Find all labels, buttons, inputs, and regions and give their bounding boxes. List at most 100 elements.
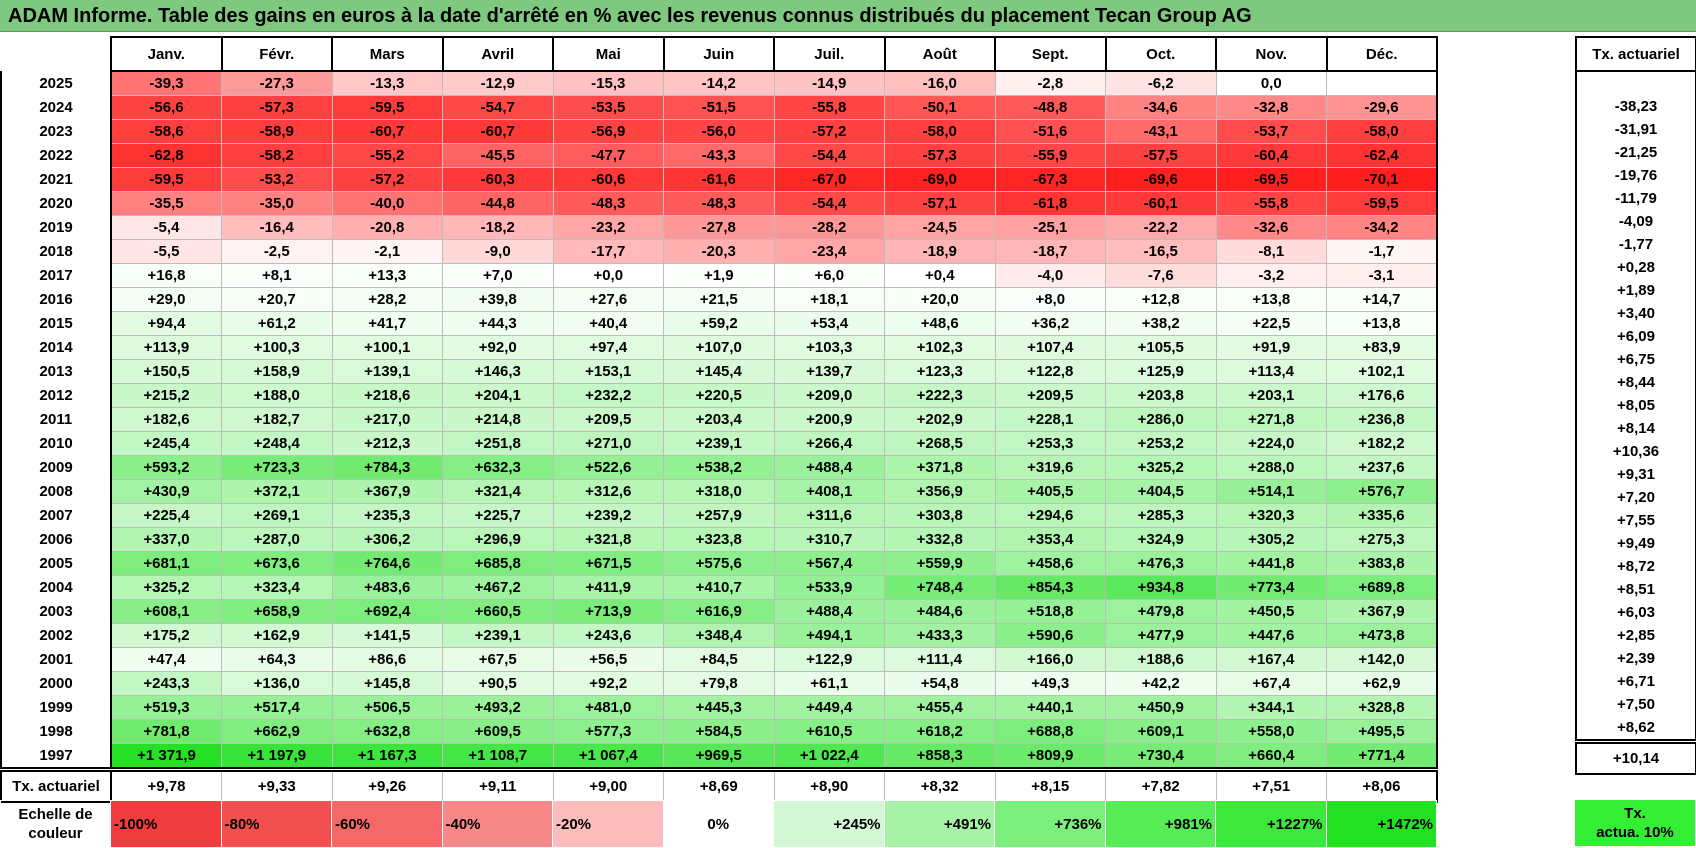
gain-cell: -53,2	[221, 167, 333, 192]
table-row: 1998 +781,8 +662,9 +632,8 +609,5 +577,3 +584,5…	[0, 719, 1438, 744]
gain-cell: +243,6	[552, 623, 664, 648]
gain-cell: +209,5	[994, 383, 1106, 408]
gain-cell: -50,1	[884, 95, 996, 120]
color-scale-label: Echelle de couleur	[0, 800, 111, 848]
gain-cell: +306,2	[331, 527, 443, 552]
gain-cell: -5,4	[110, 215, 222, 240]
gain-cell: +0,0	[552, 263, 664, 288]
rate-cell: +6,71	[1575, 670, 1696, 693]
gain-cell: +854,3	[994, 575, 1106, 600]
month-header-8: Sept.	[994, 36, 1107, 72]
month-header-9: Oct.	[1104, 36, 1217, 72]
gain-cell: +266,4	[773, 431, 885, 456]
gain-cell: +53,4	[773, 311, 885, 336]
rate-row: +0,28	[1575, 256, 1696, 279]
table-row: 2019 -5,4 -16,4 -20,8 -18,2 -23,2 -27,8 -28,2 -2…	[0, 215, 1438, 240]
gain-cell: -27,8	[663, 215, 775, 240]
gain-cell: +268,5	[884, 431, 996, 456]
gain-cell: +371,8	[884, 455, 996, 480]
gain-cell: +616,9	[663, 599, 775, 624]
year-label: 2004	[0, 575, 112, 600]
gain-cell: 0,0	[1215, 70, 1327, 96]
rate-row: -1,77	[1575, 233, 1696, 256]
gain-cell: +673,6	[221, 551, 333, 576]
gain-cell: +225,4	[110, 503, 222, 528]
gain-cell: +337,0	[110, 527, 222, 552]
gain-cell: +39,8	[442, 287, 554, 312]
table-row: 1999 +519,3 +517,4 +506,5 +493,2 +481,0 +445,3…	[0, 695, 1438, 720]
gain-cell: +79,8	[663, 671, 775, 696]
gain-cell: +214,8	[442, 407, 554, 432]
year-label: 2020	[0, 191, 112, 216]
gain-cell: +61,1	[773, 671, 885, 696]
gain-cell: +1,9	[663, 263, 775, 288]
gain-cell: +113,9	[110, 335, 222, 360]
gain-cell: -53,5	[552, 95, 664, 120]
table-row: 2014 +113,9 +100,3 +100,1 +92,0 +97,4 +107,0 +1…	[0, 335, 1438, 360]
gain-cell: +243,3	[110, 671, 222, 696]
rate-row: +8,44	[1575, 371, 1696, 394]
rate-cell: -11,79	[1575, 187, 1696, 210]
gain-cell: +318,0	[663, 479, 775, 504]
gain-cell: +145,8	[331, 671, 443, 696]
gain-cell: +310,7	[773, 527, 885, 552]
rate-row: +2,85	[1575, 624, 1696, 647]
gain-cell: -28,2	[773, 215, 885, 240]
legend-swatch: +1227%	[1215, 800, 1327, 848]
month-header-6: Juil.	[773, 36, 886, 72]
gain-cell: -20,8	[331, 215, 443, 240]
gain-cell: -57,3	[884, 143, 996, 168]
gain-cell: +113,4	[1215, 359, 1327, 384]
gain-cell: +320,3	[1215, 503, 1327, 528]
gain-cell: +232,2	[552, 383, 664, 408]
gain-cell: -43,3	[663, 143, 775, 168]
gain-cell: +577,3	[552, 719, 664, 744]
gain-cell: -48,3	[552, 191, 664, 216]
gain-cell: +809,9	[994, 743, 1106, 769]
legend-swatch: -40%	[441, 800, 553, 848]
gain-cell: +54,8	[884, 671, 996, 696]
gain-cell: -16,0	[884, 70, 996, 96]
gain-cell: +13,8	[1326, 311, 1438, 336]
gain-cell: -45,5	[442, 143, 554, 168]
gain-cell: +494,1	[773, 623, 885, 648]
gain-cell: +167,4	[1215, 647, 1327, 672]
table-row: 2011 +182,6 +182,7 +217,0 +214,8 +209,5 +203,4…	[0, 407, 1438, 432]
gain-cell: +287,0	[221, 527, 333, 552]
gain-cell: +123,3	[884, 359, 996, 384]
rate-cell: -38,23	[1575, 95, 1696, 118]
gain-cell: -60,3	[442, 167, 554, 192]
gain-cell: +321,8	[552, 527, 664, 552]
gain-cell: -22,2	[1105, 215, 1217, 240]
table-row: 2003 +608,1 +658,9 +692,4 +660,5 +713,9 +616,9…	[0, 599, 1438, 624]
gain-cell: -14,2	[663, 70, 775, 96]
year-label: 2010	[0, 431, 112, 456]
actuarial-cell: +9,26	[331, 770, 443, 803]
actuarial-cell: +7,51	[1215, 770, 1327, 803]
report-title: ADAM Informe. Table des gains en euros à…	[0, 0, 1696, 32]
year-label: 2007	[0, 503, 112, 528]
gain-cell: +56,5	[552, 647, 664, 672]
gain-cell: +139,1	[331, 359, 443, 384]
table-row: 2012 +215,2 +188,0 +218,6 +204,1 +232,2 +220,5…	[0, 383, 1438, 408]
gain-cell: -61,6	[663, 167, 775, 192]
table-row: 2016 +29,0 +20,7 +28,2 +39,8 +27,6 +21,5 +18,1 +…	[0, 287, 1438, 312]
gain-cell: +162,9	[221, 623, 333, 648]
rate-row: +8,05	[1575, 394, 1696, 417]
rate-cell: +7,55	[1575, 509, 1696, 532]
gain-cell: +618,2	[884, 719, 996, 744]
gain-cell: +518,8	[994, 599, 1106, 624]
actuarial-row-label: Tx. actuariel	[0, 770, 112, 803]
table-row: 2015 +94,4 +61,2 +41,7 +44,3 +40,4 +59,2 +53,4 +…	[0, 311, 1438, 336]
rate-row: -38,23	[1575, 95, 1696, 118]
gain-cell: +411,9	[552, 575, 664, 600]
year-label: 2016	[0, 287, 112, 312]
rate-row: -21,25	[1575, 141, 1696, 164]
gain-cell: +102,1	[1326, 359, 1438, 384]
gains-table: Janv. Févr. Mars Avril Mai Juin Juil. Août Sept.…	[0, 36, 1438, 803]
gain-cell: +662,9	[221, 719, 333, 744]
rate-row: +9,31	[1575, 463, 1696, 486]
gain-cell: +632,8	[331, 719, 443, 744]
month-header-2: Mars	[331, 36, 444, 72]
gain-cell: -18,7	[994, 239, 1106, 264]
